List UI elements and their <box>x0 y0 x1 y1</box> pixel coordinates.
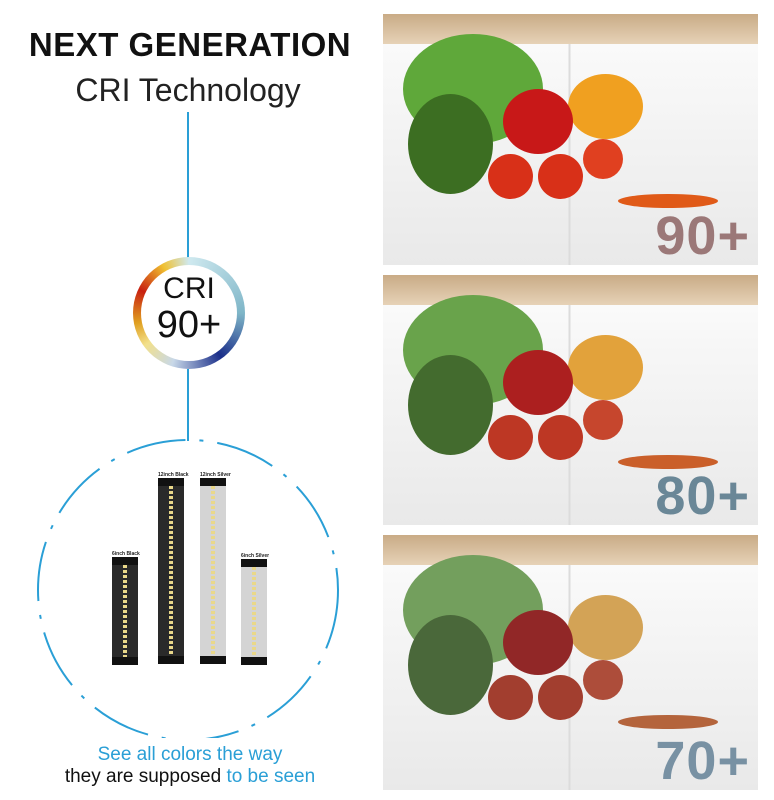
tomato <box>488 675 533 720</box>
photo-panel-cri-80: 80+ <box>383 275 758 525</box>
tomato <box>583 139 623 179</box>
product-label: 6inch Black <box>112 551 140 557</box>
product-6inch-black: 6inch Black <box>112 551 140 665</box>
photo-panel-cri-70: 70+ <box>383 535 758 790</box>
cri-rating-label: 90+ <box>655 206 750 265</box>
cri-label: CRI <box>163 272 215 305</box>
tomato <box>538 675 583 720</box>
caption-line1: See all colors the way <box>97 744 283 765</box>
dashed-circle <box>37 439 339 738</box>
pepper-yellow <box>568 595 643 660</box>
connector-line <box>187 112 189 258</box>
broccoli <box>408 615 493 715</box>
tomato <box>538 154 583 199</box>
connector-line <box>187 369 189 441</box>
headline: NEXT GENERATION <box>28 26 352 63</box>
broccoli <box>408 94 493 194</box>
chili <box>618 455 718 469</box>
tomato <box>488 154 533 199</box>
product-12inch-black: 12inch Black <box>158 472 189 664</box>
product-6inch-silver: 6inch Silver <box>241 553 270 665</box>
chili <box>618 194 718 208</box>
cri-badge: CRI 90+ <box>133 257 245 369</box>
tomato <box>488 415 533 460</box>
pepper-yellow <box>568 335 643 400</box>
chili <box>618 715 718 729</box>
pepper-yellow <box>568 74 643 139</box>
product-label: 12inch Black <box>158 472 189 478</box>
tomato <box>583 660 623 700</box>
tomato <box>538 415 583 460</box>
photo-panel-cri-90: 90+ <box>383 14 758 265</box>
cri-rating-label: 70+ <box>655 731 750 790</box>
cri-rating-label: 80+ <box>655 466 750 525</box>
tomato <box>583 400 623 440</box>
broccoli <box>408 355 493 455</box>
product-label: 12inch Silver <box>200 472 231 478</box>
caption-line2: they are supposed to be seen <box>64 766 316 787</box>
product-12inch-silver: 12inch Silver <box>200 472 231 664</box>
product-label: 6inch Silver <box>241 553 270 559</box>
cri-value: 90+ <box>156 304 222 346</box>
pepper-red <box>503 350 573 415</box>
subheadline: CRI Technology <box>75 72 301 108</box>
pepper-red <box>503 610 573 675</box>
pepper-red <box>503 89 573 154</box>
